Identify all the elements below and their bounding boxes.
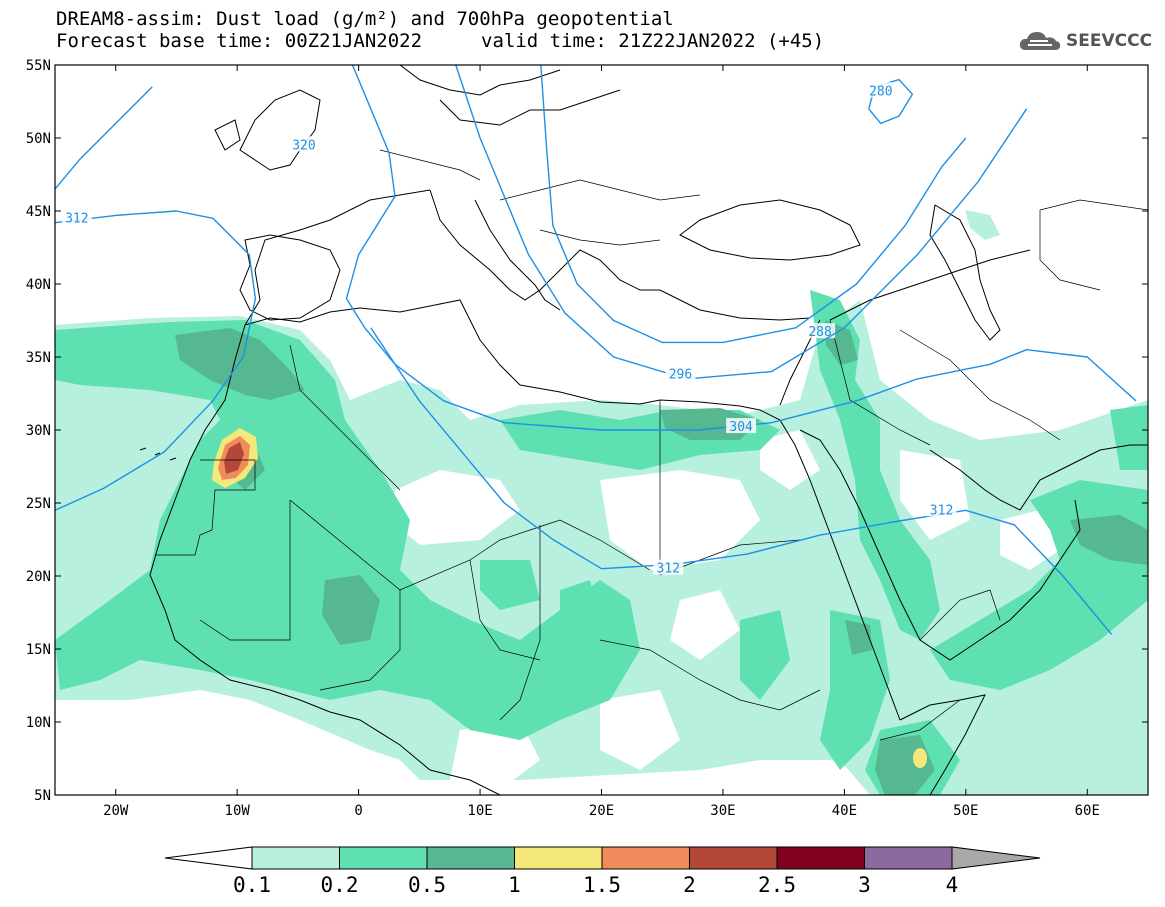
- colorbar-swatch: [251, 846, 340, 870]
- lat-tick-label: 45N: [26, 204, 51, 220]
- lon-tick-label: 30E: [710, 803, 735, 819]
- colorbar-tick-label: 0.5: [408, 873, 446, 897]
- colorbar-swatch: [514, 846, 603, 870]
- valid-time: valid time: 21Z22JAN2022 (+45): [481, 30, 825, 52]
- geopotential-contours: 280 288 296 304 312 312 312 320: [55, 65, 1137, 635]
- cloud-icon: [1019, 32, 1061, 50]
- title-line-2: Forecast base time: 00Z21JAN2022: [56, 30, 423, 52]
- colorbar-tick-label: 2.5: [758, 873, 796, 897]
- geopotential-contour-304: [345, 65, 1137, 431]
- contour-label-bg: [288, 136, 319, 152]
- lat-tick-label: 10N: [26, 715, 51, 731]
- contour-label-bg: [926, 501, 957, 517]
- lat-tick-label: 35N: [26, 350, 51, 366]
- map-title: DREAM8-assim: Dust load (g/m²) and 700hP…: [56, 8, 824, 52]
- colorbar-tick-label: 1.5: [583, 873, 621, 897]
- colorbar-arrow-high: [951, 846, 1041, 870]
- geopotential-contour-288: [540, 65, 967, 344]
- lat-tick-label: 30N: [26, 423, 51, 439]
- lat-tick-label: 50N: [26, 131, 51, 147]
- colorbar-swatch: [864, 846, 953, 870]
- colorbar-arrow-low: [164, 846, 253, 870]
- contour-label: 280: [869, 84, 892, 99]
- contour-label-bg: [726, 418, 757, 434]
- dust-red-morocco: [224, 442, 244, 474]
- lon-tick-label: 40E: [832, 803, 857, 819]
- lon-tick-label: 20W: [103, 803, 129, 819]
- contour-label: 288: [808, 325, 831, 340]
- contour-label: 296: [669, 368, 692, 383]
- colorbar-tick-label: 4: [946, 873, 959, 897]
- map-axes: 55N 50N 45N 40N 35N 30N 25N 20N 15N 10N 5N 20W 10W 0 1…: [26, 58, 1148, 819]
- contour-label-bg: [805, 323, 836, 339]
- lat-tick-label: 25N: [26, 496, 51, 512]
- colorbar-tick-label: 0.2: [321, 873, 359, 897]
- geopotential-contour-312: [55, 210, 257, 511]
- country-borders: [155, 149, 1148, 741]
- dust-yellow-somalia: [913, 748, 927, 768]
- colorbar-swatch: [601, 846, 690, 870]
- lat-tick-label: 15N: [26, 642, 51, 658]
- coastlines: [139, 65, 1148, 795]
- colorbar-tick-label: 1: [508, 873, 521, 897]
- lon-tick-label: 20E: [589, 803, 614, 819]
- colorbar: 0.1 0.2 0.5 1 1.5 2 2.5 3 4: [164, 846, 1041, 897]
- contour-label-bg: [665, 365, 696, 381]
- lat-tick-label: 40N: [26, 277, 51, 293]
- geopotential-contour-296: [455, 65, 1028, 380]
- lon-tick-label: 60E: [1075, 803, 1100, 819]
- colorbar-tick-label: 0.1: [233, 873, 271, 897]
- contour-label-bg: [865, 82, 896, 98]
- lon-tick-label: 10W: [225, 803, 251, 819]
- lon-tick-label: 50E: [953, 803, 978, 819]
- contour-label-bg: [61, 209, 92, 225]
- seevccc-logo: SEEVCCC: [1018, 27, 1152, 55]
- geopotential-contour-312: [370, 327, 1113, 635]
- contour-label: 312: [65, 211, 88, 226]
- logo-text: SEEVCCC: [1066, 31, 1153, 51]
- lat-tick-label: 20N: [26, 569, 51, 585]
- colorbar-swatch: [776, 846, 865, 870]
- geopotential-contour-320: [55, 86, 153, 190]
- contour-label: 312: [657, 562, 680, 577]
- lon-tick-label: 0: [354, 803, 362, 819]
- lat-tick-label: 55N: [26, 58, 51, 74]
- colorbar-swatch: [689, 846, 778, 870]
- contour-label-bg: [653, 559, 684, 575]
- contour-label: 312: [930, 503, 953, 518]
- colorbar-swatch: [339, 846, 428, 870]
- title-line-1: DREAM8-assim: Dust load (g/m²) and 700hP…: [56, 8, 674, 30]
- colorbar-tick-label: 3: [858, 873, 871, 897]
- lon-tick-label: 10E: [467, 803, 492, 819]
- colorbar-swatch: [426, 846, 515, 870]
- contour-label: 304: [729, 420, 753, 435]
- lat-tick-label: 5N: [34, 788, 51, 804]
- contour-label: 320: [292, 138, 315, 153]
- dust-load-field: [55, 210, 1148, 795]
- colorbar-tick-label: 2: [683, 873, 696, 897]
